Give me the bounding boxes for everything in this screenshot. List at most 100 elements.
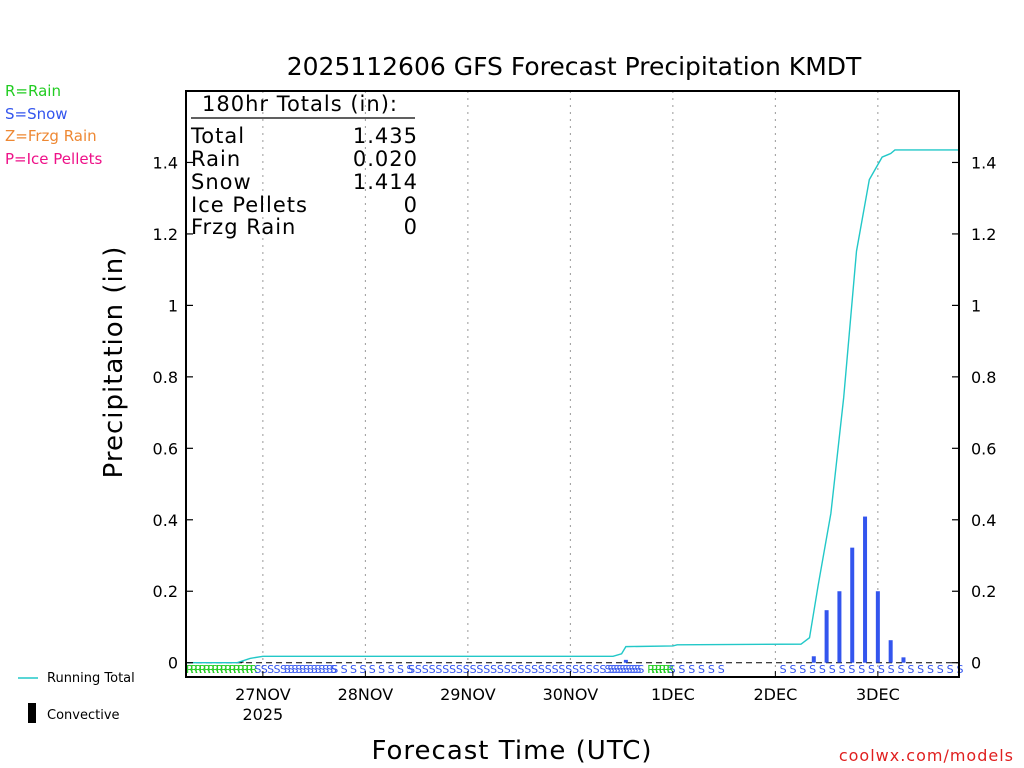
chart-title: 2025112606 GFS Forecast Precipitation KM… <box>287 52 862 81</box>
precip-bar <box>811 656 816 663</box>
precip-type-marker: S <box>579 663 586 676</box>
y-tick-label-left: 0 <box>168 654 178 673</box>
precip-type-marker: S <box>545 663 552 676</box>
precip-type-marker: R <box>659 663 667 676</box>
precip-type-marker: S <box>456 663 463 676</box>
precip-type-marker: S <box>799 663 806 676</box>
precip-type-marker: S <box>490 663 497 676</box>
precip-type-marker: S <box>331 663 338 676</box>
precip-type-marker: R <box>237 663 245 676</box>
y-tick-label-left: 0.2 <box>153 582 178 601</box>
precip-type-marker: S <box>637 663 644 676</box>
totals-value-frzg-rain: 0 <box>404 215 418 239</box>
precip-type-marker: S <box>435 663 442 676</box>
precip-type-marker: S <box>937 663 944 676</box>
precip-type-marker: R <box>233 663 241 676</box>
y-tick-label-left: 1.4 <box>153 153 178 172</box>
x-tick-label: 29NOV <box>440 685 496 704</box>
precip-bar <box>824 610 829 663</box>
precip-type-marker: R <box>212 663 220 676</box>
legend-running-total: Running Total <box>47 671 135 686</box>
precip-type-marker: S <box>429 663 436 676</box>
totals-value-ice-pellets: 0 <box>404 193 418 217</box>
totals-value-total: 1.435 <box>353 124 418 148</box>
totals-box: 180hr Totals (in): Total 1.435 Rain 0.02… <box>190 92 418 239</box>
precip-type-marker: S <box>288 663 295 676</box>
precip-type-marker: S <box>634 663 641 676</box>
legend-convective: Convective <box>47 708 120 723</box>
precip-type-marker: R <box>190 663 198 676</box>
precip-type-marker: S <box>625 663 632 676</box>
precip-type-marker: S <box>698 663 705 676</box>
precip-type-marker: S <box>261 663 268 676</box>
precip-type-marker: S <box>397 663 404 676</box>
precip-type-marker: S <box>284 663 291 676</box>
precip-type-marker: R <box>651 663 659 676</box>
precip-type-marker: S <box>586 663 593 676</box>
precip-type-marker: S <box>449 663 456 676</box>
y-tick-label-left: 0.8 <box>153 368 178 387</box>
precip-bar <box>875 591 880 663</box>
y-tick-label-right: 0.4 <box>971 511 996 530</box>
precip-type-marker: S <box>868 663 875 676</box>
precip-type-marker: S <box>267 663 274 676</box>
precip-type-marker: S <box>307 663 314 676</box>
precip-type-marker: S <box>819 663 826 676</box>
legend-ice-pellets: P=Ice Pellets <box>5 150 102 168</box>
credit-text: coolwx.com/models <box>839 746 1014 765</box>
precip-bar <box>850 547 855 663</box>
precip-type-marker: S <box>898 663 905 676</box>
precip-type-marker: S <box>552 663 559 676</box>
legend-snow: S=Snow <box>5 105 68 123</box>
totals-label-rain: Rain <box>191 147 241 171</box>
y-tick-label-right: 1.2 <box>971 225 996 244</box>
precip-type-marker: S <box>311 663 318 676</box>
precip-type-marker: S <box>497 663 504 676</box>
y-tick-label-left: 1 <box>168 296 178 315</box>
totals-header: 180hr Totals (in): <box>202 92 398 116</box>
y-tick-label-right: 0.6 <box>971 439 996 458</box>
precip-type-marker: S <box>378 663 385 676</box>
precip-type-marker: R <box>250 663 258 676</box>
precip-type-marker: S <box>470 663 477 676</box>
precip-type-marker: R <box>229 663 237 676</box>
precip-type-marker: S <box>622 663 629 676</box>
precip-type-marker: S <box>619 663 626 676</box>
precip-type-marker: S <box>326 663 333 676</box>
x-tick-label: 27NOV <box>235 685 291 704</box>
precip-type-marker: R <box>203 663 211 676</box>
precip-type-marker: S <box>538 663 545 676</box>
precip-type-marker: S <box>558 663 565 676</box>
precip-type-marker: S <box>631 663 638 676</box>
precip-type-marker: S <box>517 663 524 676</box>
legend-convective-swatch <box>28 703 36 723</box>
precip-type-marker: S <box>708 663 715 676</box>
x-tick-label: 1DEC <box>651 685 695 704</box>
precip-type-marker: S <box>504 663 511 676</box>
precip-type-marker: S <box>780 663 787 676</box>
precip-type-marker: R <box>195 663 203 676</box>
precip-type-marker: R <box>655 663 663 676</box>
precip-type-marker: R <box>666 663 674 676</box>
plot-frame <box>185 90 960 678</box>
precip-type-marker: S <box>303 663 310 676</box>
precip-type-marker: S <box>322 663 329 676</box>
precip-type-marker: S <box>907 663 914 676</box>
precip-type-marker: S <box>315 663 322 676</box>
y-tick-label-left: 0.6 <box>153 439 178 458</box>
y-tick-label-right: 0.8 <box>971 368 996 387</box>
precip-type-marker: S <box>408 663 415 676</box>
precip-type-marker: R <box>246 663 254 676</box>
precip-type-marker: S <box>599 663 606 676</box>
precip-type-marker: S <box>593 663 600 676</box>
precip-type-marker: S <box>341 663 348 676</box>
precip-bar <box>888 640 893 663</box>
precip-type-marker: S <box>388 663 395 676</box>
precip-type-marker: S <box>858 663 865 676</box>
precip-type-marker: S <box>927 663 934 676</box>
precip-type-marker: S <box>809 663 816 676</box>
precip-type-marker: S <box>330 663 337 676</box>
precip-type-marker: R <box>663 663 671 676</box>
